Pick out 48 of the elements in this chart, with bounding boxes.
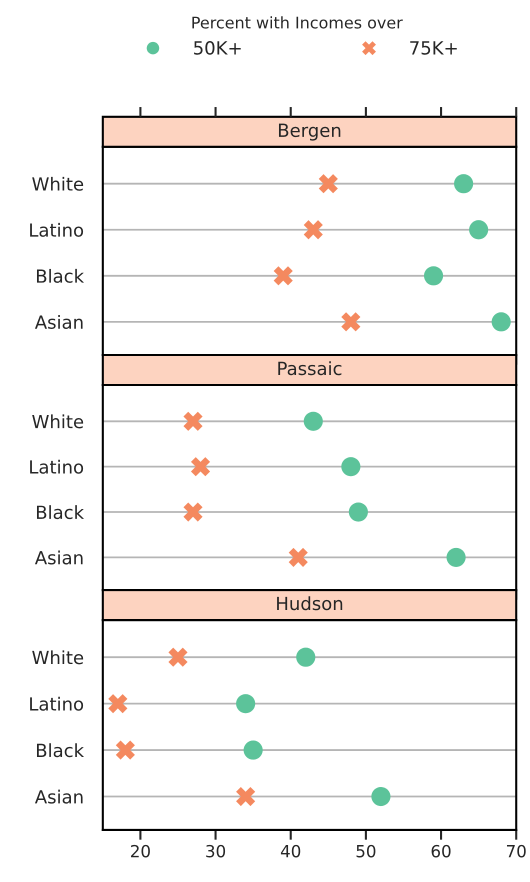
chart-title: Passaic	[278, 361, 342, 376]
chart-title: Bergen	[278, 124, 340, 141]
x-tick-label: 20	[131, 844, 150, 858]
point	[183, 502, 203, 522]
x-tick-label: 40	[280, 844, 300, 858]
point	[116, 740, 135, 760]
point	[288, 548, 308, 567]
point	[304, 412, 323, 431]
point	[296, 648, 316, 667]
point	[371, 786, 390, 806]
point	[341, 312, 360, 332]
point	[348, 502, 368, 522]
y-tick-label: Latino	[30, 460, 84, 474]
point	[318, 174, 338, 194]
x-tick-label: 50	[356, 844, 376, 858]
point	[183, 412, 203, 431]
y-tick-label: Black	[36, 505, 84, 520]
legend-label: 75K+	[410, 41, 457, 55]
y-tick-label: White	[32, 414, 84, 428]
point	[168, 648, 188, 667]
legend-title: Percent with Incomes over	[192, 16, 403, 29]
y-tick-label: Black	[36, 268, 84, 283]
point	[469, 220, 488, 240]
y-tick-label: Asian	[34, 314, 83, 329]
point	[341, 457, 360, 476]
point	[304, 220, 323, 240]
point	[492, 312, 511, 332]
point	[236, 786, 256, 806]
y-tick-label: Latino	[30, 222, 84, 237]
point	[236, 694, 256, 714]
point	[244, 740, 263, 760]
point	[108, 694, 128, 714]
y-tick-label: Asian	[34, 550, 83, 565]
y-tick-label: White	[32, 650, 84, 664]
point	[190, 457, 210, 476]
point	[454, 174, 474, 194]
x-tick-label: 60	[432, 844, 451, 858]
x-tick-label: 30	[206, 844, 226, 858]
legend-label: 50K+	[194, 41, 241, 55]
chart-title: Hudson	[277, 596, 342, 610]
point	[424, 266, 444, 286]
y-tick-label: Black	[36, 743, 84, 758]
point	[274, 266, 293, 286]
y-tick-label: Latino	[30, 696, 84, 711]
y-tick-label: White	[32, 176, 84, 191]
y-tick-label: Asian	[34, 790, 83, 804]
point	[446, 548, 466, 567]
x-tick-label: 70	[506, 844, 526, 858]
